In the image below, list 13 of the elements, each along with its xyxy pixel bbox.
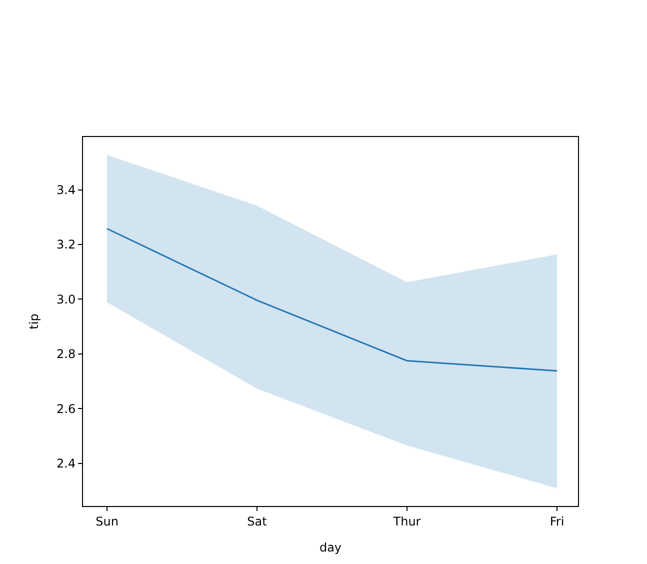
y-tick-label: 2.6	[56, 402, 76, 416]
y-tick-label: 2.8	[56, 347, 76, 362]
x-tick-label: Sun	[96, 514, 118, 528]
line-series	[106, 228, 558, 372]
y-tick-label: 3.4	[56, 182, 76, 197]
x-tick-label: Thur	[392, 514, 421, 528]
x-axis-title: day	[319, 540, 342, 554]
y-tick-label: 3.2	[56, 238, 76, 252]
y-axis-title: tip	[26, 314, 41, 330]
y-tick-label: 2.4	[56, 456, 76, 471]
y-tick-label: 3.0	[56, 292, 76, 306]
x-tick-label: Sat	[247, 514, 268, 528]
x-tick-label: Fri	[550, 514, 564, 528]
